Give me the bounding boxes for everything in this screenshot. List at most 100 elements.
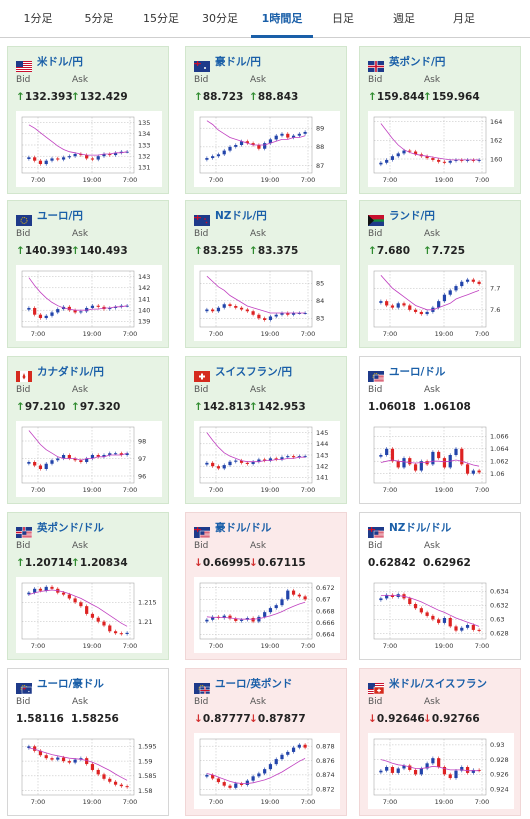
x-tick-label: 7:00: [301, 176, 316, 184]
price-chart[interactable]: 89 88 87 7:00 19:00 7:00: [194, 111, 340, 187]
pair-name[interactable]: 英ポンド/ドル: [37, 522, 104, 534]
pair-card[interactable]: ユーロ/円 Bid ↑140.393 Ask ↑140.493 143 142 141 140 1…: [7, 200, 169, 348]
candle: [303, 744, 307, 748]
bid-value: 0.62842: [368, 557, 416, 569]
pair-card[interactable]: NZドル/円 Bid ↑83.255 Ask ↑83.375 85 84 83 7:00 19:0…: [185, 200, 347, 348]
pair-name[interactable]: NZドル/円: [215, 210, 267, 222]
candle: [125, 786, 129, 788]
pair-card[interactable]: NZドル/ドル Bid 0.62842 Ask 0.62962 0.634 0.632 0.6…: [359, 512, 521, 660]
pair-card[interactable]: スイスフラン/円 Bid ↑142.813 Ask ↑142.953 145 144 143 1…: [185, 356, 347, 504]
price-chart[interactable]: 0.93 0.928 0.926 0.924 7:00 19:00 7:00: [368, 733, 514, 809]
price-chart[interactable]: 143 142 141 140 139 7:00 19:00 7:00: [16, 265, 162, 341]
tab-15分足[interactable]: 15分足: [143, 12, 179, 25]
arrow-up-icon: ↑: [423, 91, 432, 103]
y-tick-label: 1.21: [138, 618, 152, 626]
candle: [257, 773, 261, 777]
candle: [216, 778, 221, 783]
price-chart[interactable]: 1.215 1.21 7:00 19:00 7:00: [16, 577, 162, 653]
pair-name[interactable]: ユーロ/英ポンド: [215, 678, 293, 690]
ask-label: Ask: [424, 385, 441, 395]
price-chart[interactable]: 0.878 0.876 0.874 0.872 7:00 19:00 7:00: [194, 733, 340, 809]
pair-name[interactable]: ランド/円: [389, 210, 435, 222]
tab-週足[interactable]: 週足: [393, 12, 415, 25]
arrow-down-icon: ↓: [249, 557, 258, 569]
pair-name[interactable]: ユーロ/円: [37, 210, 83, 222]
candle: [113, 306, 118, 308]
candle: [108, 453, 112, 455]
pair-card[interactable]: 米ドル/スイスフラン Bid ↓0.92646 Ask ↓0.92766 0.93 0.92…: [359, 668, 521, 816]
price-chart[interactable]: 135 134 133 132 131 7:00 19:00 7:00: [16, 111, 162, 187]
candle: [125, 453, 129, 455]
pair-name[interactable]: 英ポンド/円: [389, 56, 446, 68]
tab-30分足[interactable]: 30分足: [202, 12, 238, 25]
candle: [437, 451, 441, 459]
candle: [454, 770, 458, 779]
price-chart[interactable]: 164 162 160 7:00 19:00 7:00: [368, 111, 514, 187]
pair-name[interactable]: 米ドル/円: [37, 56, 83, 68]
pair-card[interactable]: ユーロ/ドル Bid 1.06018 Ask 1.06108 1.066 1.064 1.06…: [359, 356, 521, 504]
pair-card[interactable]: 米ドル/円 Bid ↑132.393 Ask ↑132.429 135 134 133 132 1…: [7, 46, 169, 194]
pair-name[interactable]: 豪ドル/円: [215, 56, 261, 68]
candle: [303, 596, 307, 600]
candle: [108, 307, 112, 310]
candle: [263, 612, 267, 617]
pair-card[interactable]: 英ポンド/ドル Bid ↑1.20714 Ask ↑1.20834 1.215 1.21 7:…: [7, 512, 169, 660]
pair-name[interactable]: 米ドル/スイスフラン: [389, 678, 488, 690]
pair-card[interactable]: 豪ドル/円 Bid ↑88.723 Ask ↑88.843 89 88 87 7:00 19:00…: [185, 46, 347, 194]
pair-card[interactable]: ユーロ/英ポンド Bid ↓0.87777 Ask ↓0.87877 0.878 0.876…: [185, 668, 347, 816]
price-chart[interactable]: 0.634 0.632 0.63 0.628 7:00 19:00 7:00: [368, 577, 514, 653]
tab-1時間足[interactable]: 1時間足: [251, 0, 313, 38]
pair-card[interactable]: ランド/円 Bid ↑7.680 Ask ↑7.725 7.7 7.6 7:00 19:00 7:…: [359, 200, 521, 348]
pair-card[interactable]: カナダドル/円 Bid ↑97.210 Ask ↑97.320 98 97 96 7:00 19:…: [7, 356, 169, 504]
y-tick-label: 0.878: [316, 742, 335, 750]
ask-value: ↑140.493: [71, 245, 128, 257]
candle: [437, 758, 441, 767]
pair-name[interactable]: NZドル/ドル: [389, 522, 452, 534]
pair-card[interactable]: 英ポンド/円 Bid ↑159.844 Ask ↑159.964 164 162 160 7:0…: [359, 46, 521, 194]
candle: [27, 307, 31, 310]
candle: [61, 757, 66, 762]
pair-card[interactable]: ユーロ/豪ドル Bid 1.58116 Ask 1.58256 1.595 1.59 1.58…: [7, 668, 169, 816]
candle: [102, 455, 106, 457]
ask-value: ↓0.67115: [249, 557, 306, 569]
candle: [274, 605, 278, 609]
candle: [125, 305, 129, 307]
price-chart[interactable]: 98 97 96 7:00 19:00 7:00: [16, 421, 162, 497]
tab-日足[interactable]: 日足: [332, 12, 354, 25]
candle: [274, 135, 278, 140]
x-tick-label: 7:00: [209, 176, 224, 184]
pair-name[interactable]: スイスフラン/円: [215, 366, 293, 378]
price-chart[interactable]: 1.595 1.59 1.585 1.58 7:00 19:00 7:00: [16, 733, 162, 809]
candle: [50, 312, 54, 316]
arrow-up-icon: ↑: [249, 245, 258, 257]
bid-label: Bid: [368, 541, 383, 551]
price-chart[interactable]: 85 84 83 7:00 19:00 7:00: [194, 265, 340, 341]
price-chart[interactable]: 7.7 7.6 7:00 19:00 7:00: [368, 265, 514, 341]
price-chart[interactable]: 1.066 1.064 1.062 1.06 7:00 19:00 7:00: [368, 421, 514, 497]
nz-us-flag-icon: [368, 523, 385, 539]
ask-label: Ask: [250, 385, 267, 395]
y-tick-label: 0.63: [490, 616, 504, 624]
pair-name[interactable]: ユーロ/豪ドル: [37, 678, 104, 690]
tab-月足[interactable]: 月足: [453, 12, 475, 25]
bid-label: Bid: [16, 541, 31, 551]
candle: [33, 157, 37, 161]
candle: [419, 311, 423, 315]
candle: [67, 455, 71, 459]
candle: [379, 301, 383, 303]
pair-name[interactable]: 豪ドル/ドル: [215, 522, 272, 534]
ask-label: Ask: [250, 541, 267, 551]
candle: [205, 462, 209, 465]
price-chart[interactable]: 0.672 0.67 0.668 0.666 0.664 7:00 19:00 7:00: [194, 577, 340, 653]
tab-1分足[interactable]: 1分足: [23, 12, 53, 25]
candle: [234, 618, 238, 621]
pair-card[interactable]: 豪ドル/ドル Bid ↓0.66995 Ask ↓0.67115 0.672 0.67 0.6…: [185, 512, 347, 660]
tab-5分足[interactable]: 5分足: [84, 12, 114, 25]
price-chart[interactable]: 145 144 143 142 141 7:00 19:00 7:00: [194, 421, 340, 497]
candle: [396, 768, 400, 773]
candle: [413, 464, 418, 471]
pair-name[interactable]: ユーロ/ドル: [389, 366, 446, 378]
arrow-up-icon: ↑: [16, 557, 25, 569]
pair-name[interactable]: カナダドル/円: [37, 366, 104, 378]
